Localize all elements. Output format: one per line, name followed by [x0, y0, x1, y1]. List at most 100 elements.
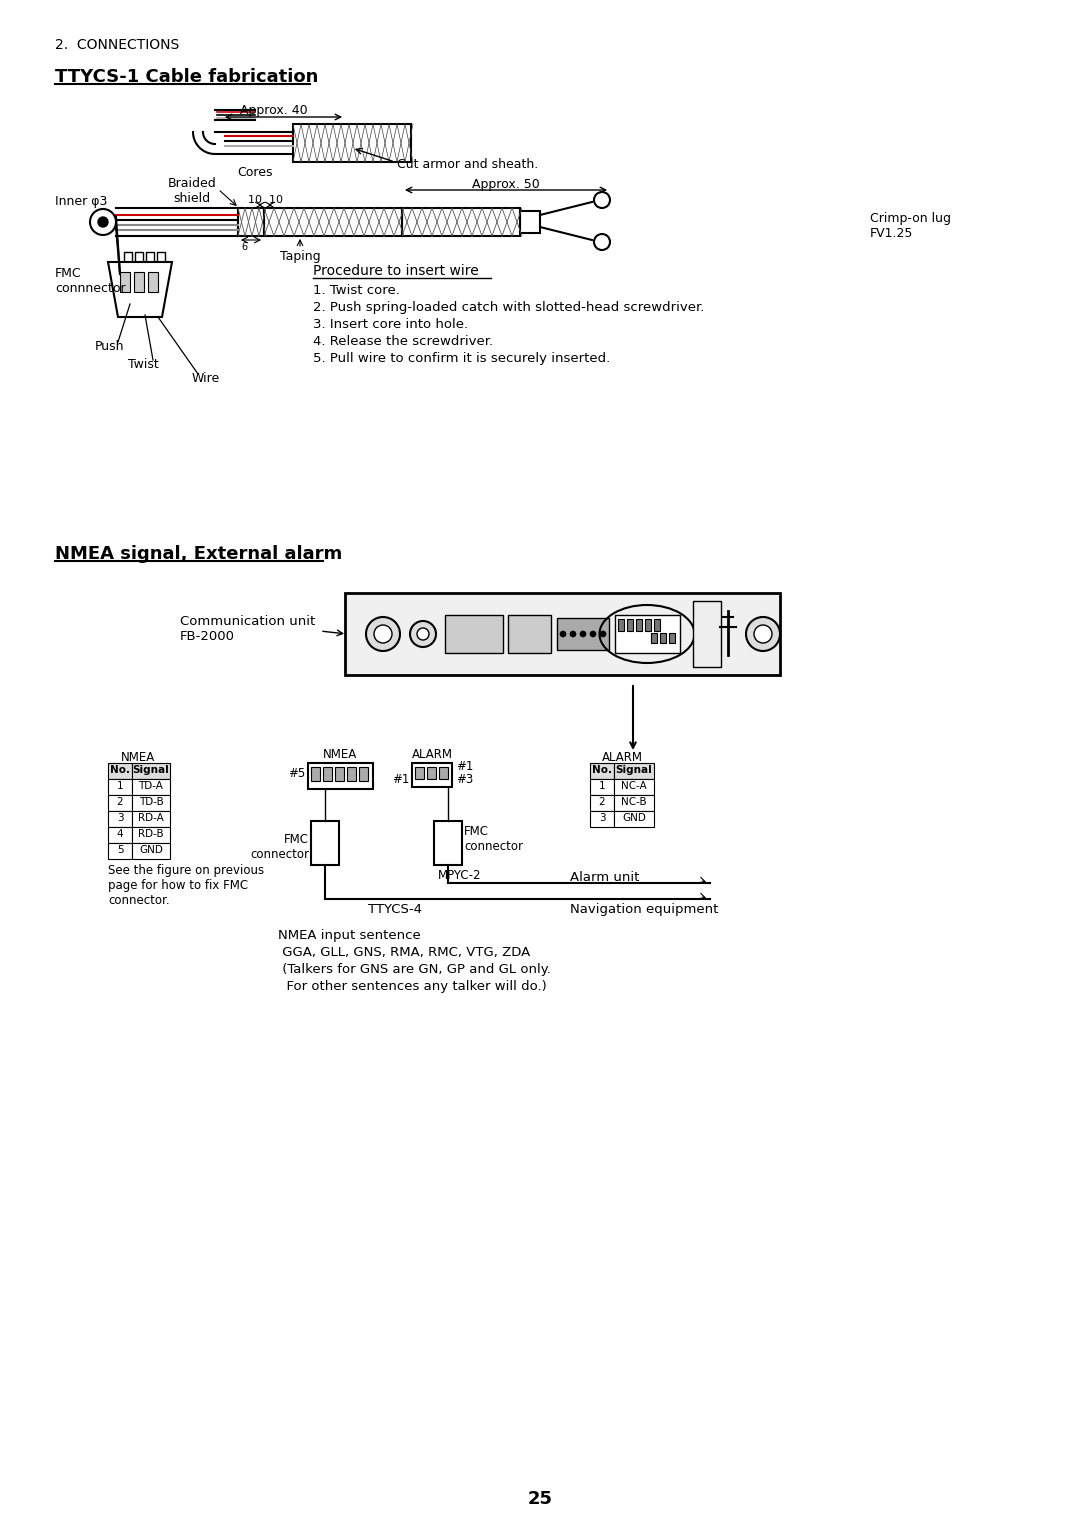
Bar	[264, 208, 402, 237]
Bar	[438, 767, 448, 779]
Circle shape	[366, 617, 400, 651]
Text: 4. Release the screwdriver.: 4. Release the screwdriver.	[313, 334, 494, 348]
Bar	[508, 615, 551, 654]
Text: TD-B: TD-B	[138, 797, 163, 806]
Bar	[124, 252, 132, 263]
Text: 3: 3	[598, 812, 605, 823]
Circle shape	[90, 209, 116, 235]
Bar	[402, 208, 519, 237]
Text: 2: 2	[598, 797, 605, 806]
Bar	[645, 618, 651, 631]
Bar	[311, 767, 320, 780]
Text: Procedure to insert wire: Procedure to insert wire	[313, 264, 478, 278]
Bar	[308, 764, 373, 789]
Bar	[615, 796, 654, 811]
Circle shape	[570, 631, 576, 637]
Bar	[654, 618, 660, 631]
Bar	[651, 634, 657, 643]
Bar	[590, 796, 615, 811]
Text: (Talkers for GNS are GN, GP and GL only.: (Talkers for GNS are GN, GP and GL only.	[278, 964, 551, 976]
Text: 2.  CONNECTIONS: 2. CONNECTIONS	[55, 38, 179, 52]
Bar	[615, 811, 654, 828]
Bar	[434, 822, 462, 864]
Text: RD-B: RD-B	[138, 829, 164, 838]
Text: 6: 6	[241, 241, 247, 252]
Bar	[627, 618, 633, 631]
Text: 4: 4	[117, 829, 123, 838]
Bar	[293, 124, 411, 162]
Bar	[108, 764, 132, 779]
Bar	[108, 843, 132, 860]
Bar	[590, 764, 615, 779]
Text: GND: GND	[139, 844, 163, 855]
Bar	[134, 272, 144, 292]
Text: No.: No.	[592, 765, 612, 776]
Text: Cut armor and sheath.: Cut armor and sheath.	[397, 157, 538, 171]
Text: Alarm unit: Alarm unit	[570, 870, 639, 884]
Bar	[411, 764, 453, 786]
Polygon shape	[108, 263, 172, 318]
Bar	[615, 779, 654, 796]
Text: GGA, GLL, GNS, RMA, RMC, VTG, ZDA: GGA, GLL, GNS, RMA, RMC, VTG, ZDA	[278, 947, 530, 959]
Text: NC-A: NC-A	[621, 780, 647, 791]
Text: NMEA signal, External alarm: NMEA signal, External alarm	[55, 545, 342, 563]
Bar	[135, 252, 143, 263]
Circle shape	[600, 631, 606, 637]
Text: 2. Push spring-loaded catch with slotted-head screwdriver.: 2. Push spring-loaded catch with slotted…	[313, 301, 704, 315]
Bar	[618, 618, 624, 631]
Bar	[557, 618, 609, 651]
Text: FMC
connector: FMC connector	[249, 834, 309, 861]
Text: #1: #1	[456, 760, 473, 773]
Bar	[615, 764, 654, 779]
Bar	[146, 252, 154, 263]
Text: NC-B: NC-B	[621, 797, 647, 806]
Text: 3: 3	[117, 812, 123, 823]
Bar	[669, 634, 675, 643]
Bar	[108, 779, 132, 796]
Text: Inner φ3: Inner φ3	[55, 195, 107, 208]
Bar	[132, 796, 170, 811]
Circle shape	[374, 625, 392, 643]
Circle shape	[561, 631, 566, 637]
Bar	[359, 767, 368, 780]
Circle shape	[746, 617, 780, 651]
Circle shape	[594, 192, 610, 208]
Text: Taping: Taping	[280, 250, 321, 263]
Text: Cores: Cores	[238, 166, 273, 179]
Text: TTYCS-4: TTYCS-4	[368, 902, 422, 916]
Text: Push: Push	[95, 341, 124, 353]
Bar	[311, 822, 339, 864]
Bar	[427, 767, 436, 779]
Circle shape	[594, 234, 610, 250]
Circle shape	[590, 631, 596, 637]
Bar	[238, 208, 264, 237]
Circle shape	[754, 625, 772, 643]
Bar	[132, 779, 170, 796]
Bar	[132, 828, 170, 843]
Text: 10  10: 10 10	[247, 195, 283, 205]
Bar	[415, 767, 424, 779]
Text: Approx. 50: Approx. 50	[472, 179, 540, 191]
Bar	[636, 618, 642, 631]
Text: Communication unit
FB-2000: Communication unit FB-2000	[180, 615, 315, 643]
Bar	[148, 272, 158, 292]
Bar	[590, 779, 615, 796]
Text: No.: No.	[110, 765, 130, 776]
Bar	[120, 272, 130, 292]
Text: NMEA: NMEA	[121, 751, 156, 764]
Text: FMC
connnector: FMC connnector	[55, 267, 125, 295]
Text: ALARM: ALARM	[602, 751, 643, 764]
Bar	[660, 634, 666, 643]
Text: 1: 1	[117, 780, 123, 791]
Text: RD-A: RD-A	[138, 812, 164, 823]
Bar	[590, 811, 615, 828]
Text: 1: 1	[598, 780, 605, 791]
Text: 25: 25	[527, 1490, 553, 1509]
Text: MPYC-2: MPYC-2	[438, 869, 482, 883]
Bar	[519, 211, 540, 234]
Circle shape	[98, 217, 108, 228]
Bar	[345, 592, 780, 675]
Text: 5. Pull wire to confirm it is securely inserted.: 5. Pull wire to confirm it is securely i…	[313, 353, 610, 365]
Text: FMC
connector: FMC connector	[464, 825, 523, 854]
Bar	[132, 764, 170, 779]
